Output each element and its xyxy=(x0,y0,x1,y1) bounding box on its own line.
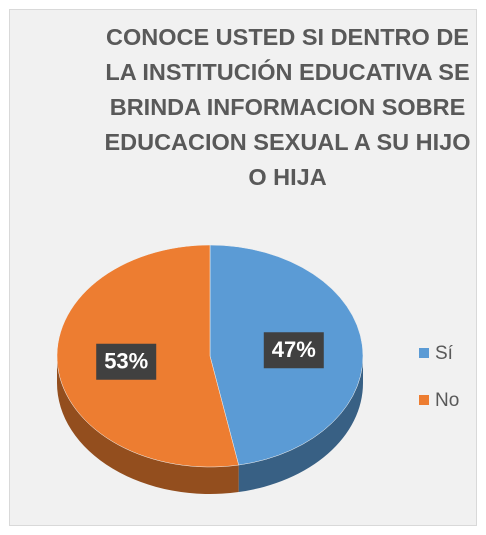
label-box xyxy=(96,343,157,380)
legend-label: No xyxy=(435,390,459,411)
pie-side xyxy=(57,356,239,494)
legend-label: Sí xyxy=(435,343,454,364)
pie-side xyxy=(238,356,363,493)
chart-title: CONOCE USTED SI DENTRO DE LA INSTITUCIÓN… xyxy=(104,24,471,190)
label-box xyxy=(263,332,324,369)
data-label: 53% xyxy=(104,349,148,374)
data-label: 47% xyxy=(272,337,316,362)
legend-swatch xyxy=(419,395,429,405)
legend-swatch xyxy=(419,348,429,358)
